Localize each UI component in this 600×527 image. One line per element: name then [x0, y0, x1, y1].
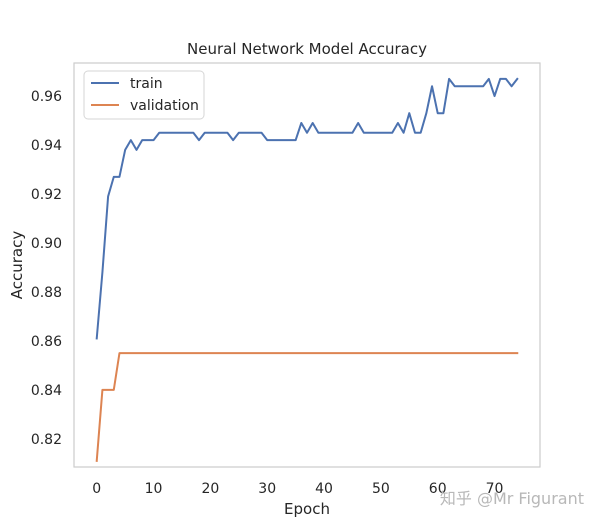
legend-label-validation: validation — [130, 98, 199, 114]
series-line-train — [95, 77, 519, 340]
x-tick-label: 60 — [429, 481, 447, 497]
series-layer — [95, 77, 519, 462]
x-tick-label: 10 — [145, 481, 163, 497]
x-tick-label: 50 — [372, 481, 390, 497]
y-tick-label: 0.82 — [31, 432, 62, 448]
y-tick-label: 0.94 — [31, 138, 62, 154]
legend: train validation — [83, 70, 205, 120]
plot-area — [73, 62, 541, 468]
legend-label-train: train — [130, 76, 163, 92]
x-tick-label: 40 — [315, 481, 333, 497]
axes-frame — [73, 62, 541, 468]
watermark-text: 知乎 @Mr Figurant — [440, 489, 584, 508]
chart-title: Neural Network Model Accuracy — [187, 40, 427, 58]
y-axis-ticks: 0.82 0.84 0.86 0.88 0.90 0.92 0.94 0.96 — [31, 89, 62, 448]
x-tick-label: 0 — [92, 481, 101, 497]
y-tick-label: 0.86 — [31, 334, 62, 350]
y-tick-label: 0.90 — [31, 236, 62, 252]
x-axis-label: Epoch — [284, 500, 330, 518]
x-tick-label: 70 — [486, 481, 504, 497]
x-tick-label: 20 — [201, 481, 219, 497]
y-tick-label: 0.96 — [31, 89, 62, 105]
y-tick-label: 0.88 — [31, 285, 62, 301]
y-axis-label: Accuracy — [8, 231, 26, 300]
y-tick-label: 0.92 — [31, 187, 62, 203]
x-tick-label: 30 — [258, 481, 276, 497]
series-line-validation — [95, 352, 519, 462]
y-tick-label: 0.84 — [31, 383, 62, 399]
x-axis-ticks: 0 10 20 30 40 50 60 70 — [92, 481, 503, 497]
